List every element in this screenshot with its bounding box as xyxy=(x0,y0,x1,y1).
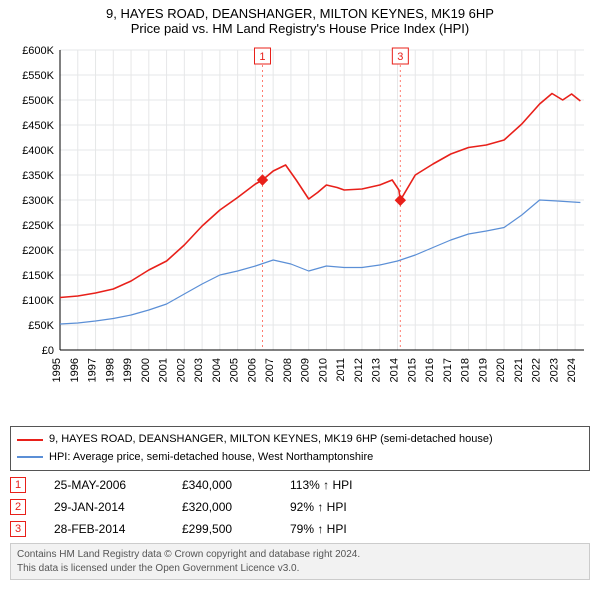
svg-text:2001: 2001 xyxy=(158,358,170,382)
legend: 9, HAYES ROAD, DEANSHANGER, MILTON KEYNE… xyxy=(10,426,590,471)
svg-text:£600K: £600K xyxy=(22,45,54,57)
svg-text:1999: 1999 xyxy=(122,358,134,382)
svg-text:2009: 2009 xyxy=(300,358,312,382)
svg-text:1998: 1998 xyxy=(104,358,116,382)
svg-text:2007: 2007 xyxy=(264,358,276,382)
sale-price: £299,500 xyxy=(182,522,262,536)
svg-text:2024: 2024 xyxy=(566,358,578,382)
svg-text:£350K: £350K xyxy=(22,170,54,182)
svg-text:2022: 2022 xyxy=(531,358,543,382)
svg-text:1996: 1996 xyxy=(69,358,81,382)
sale-marker-icon: 2 xyxy=(10,499,26,515)
attribution-line: Contains HM Land Registry data © Crown c… xyxy=(17,548,583,562)
svg-text:2018: 2018 xyxy=(460,358,472,382)
svg-text:1: 1 xyxy=(259,51,265,63)
table-row: 2 29-JAN-2014 £320,000 92% ↑ HPI xyxy=(10,499,590,515)
svg-text:2014: 2014 xyxy=(388,358,400,382)
table-row: 3 28-FEB-2014 £299,500 79% ↑ HPI xyxy=(10,521,590,537)
svg-text:2016: 2016 xyxy=(424,358,436,382)
svg-text:2020: 2020 xyxy=(495,358,507,382)
legend-item: HPI: Average price, semi-detached house,… xyxy=(17,449,583,467)
svg-text:1997: 1997 xyxy=(87,358,99,382)
sale-date: 28-FEB-2014 xyxy=(54,522,154,536)
legend-label: HPI: Average price, semi-detached house,… xyxy=(49,449,373,467)
sales-table: 1 25-MAY-2006 £340,000 113% ↑ HPI 2 29-J… xyxy=(10,477,590,537)
svg-text:2005: 2005 xyxy=(229,358,241,382)
svg-text:£550K: £550K xyxy=(22,70,54,82)
svg-text:2004: 2004 xyxy=(211,358,223,382)
sale-price: £320,000 xyxy=(182,500,262,514)
svg-text:2010: 2010 xyxy=(317,358,329,382)
svg-text:£0: £0 xyxy=(42,345,54,357)
legend-swatch xyxy=(17,456,43,458)
svg-text:3: 3 xyxy=(397,51,403,63)
svg-text:£100K: £100K xyxy=(22,295,54,307)
legend-label: 9, HAYES ROAD, DEANSHANGER, MILTON KEYNE… xyxy=(49,431,493,449)
svg-text:£300K: £300K xyxy=(22,195,54,207)
attribution-line: This data is licensed under the Open Gov… xyxy=(17,562,583,576)
legend-item: 9, HAYES ROAD, DEANSHANGER, MILTON KEYNE… xyxy=(17,431,583,449)
svg-text:2023: 2023 xyxy=(548,358,560,382)
sale-marker-icon: 3 xyxy=(10,521,26,537)
legend-swatch xyxy=(17,439,43,441)
chart-title: 9, HAYES ROAD, DEANSHANGER, MILTON KEYNE… xyxy=(8,6,592,21)
svg-text:£500K: £500K xyxy=(22,95,54,107)
svg-text:2011: 2011 xyxy=(335,358,347,382)
line-chart: £0 £50K £100K £150K £200K £250K £300K £350K £400… xyxy=(8,40,592,420)
svg-text:£450K: £450K xyxy=(22,120,54,132)
table-row: 1 25-MAY-2006 £340,000 113% ↑ HPI xyxy=(10,477,590,493)
svg-text:2002: 2002 xyxy=(175,358,187,382)
svg-text:2015: 2015 xyxy=(406,358,418,382)
sale-date: 29-JAN-2014 xyxy=(54,500,154,514)
svg-text:£50K: £50K xyxy=(28,320,54,332)
svg-text:2008: 2008 xyxy=(282,358,294,382)
svg-text:2006: 2006 xyxy=(246,358,258,382)
svg-text:2017: 2017 xyxy=(442,358,454,382)
sale-marker-icon: 1 xyxy=(10,477,26,493)
svg-text:2021: 2021 xyxy=(513,358,525,382)
svg-text:£200K: £200K xyxy=(22,245,54,257)
svg-text:2013: 2013 xyxy=(371,358,383,382)
svg-text:£150K: £150K xyxy=(22,270,54,282)
svg-text:£400K: £400K xyxy=(22,145,54,157)
sale-pct: 79% ↑ HPI xyxy=(290,522,390,536)
svg-text:2003: 2003 xyxy=(193,358,205,382)
sale-date: 25-MAY-2006 xyxy=(54,478,154,492)
svg-text:£250K: £250K xyxy=(22,220,54,232)
svg-text:2019: 2019 xyxy=(477,358,489,382)
sale-price: £340,000 xyxy=(182,478,262,492)
svg-text:1995: 1995 xyxy=(51,358,63,382)
sale-pct: 92% ↑ HPI xyxy=(290,500,390,514)
chart-subtitle: Price paid vs. HM Land Registry's House … xyxy=(8,21,592,36)
attribution: Contains HM Land Registry data © Crown c… xyxy=(10,543,590,580)
sale-pct: 113% ↑ HPI xyxy=(290,478,390,492)
svg-text:2000: 2000 xyxy=(140,358,152,382)
chart-container: 9, HAYES ROAD, DEANSHANGER, MILTON KEYNE… xyxy=(0,0,600,588)
svg-text:2012: 2012 xyxy=(353,358,365,382)
